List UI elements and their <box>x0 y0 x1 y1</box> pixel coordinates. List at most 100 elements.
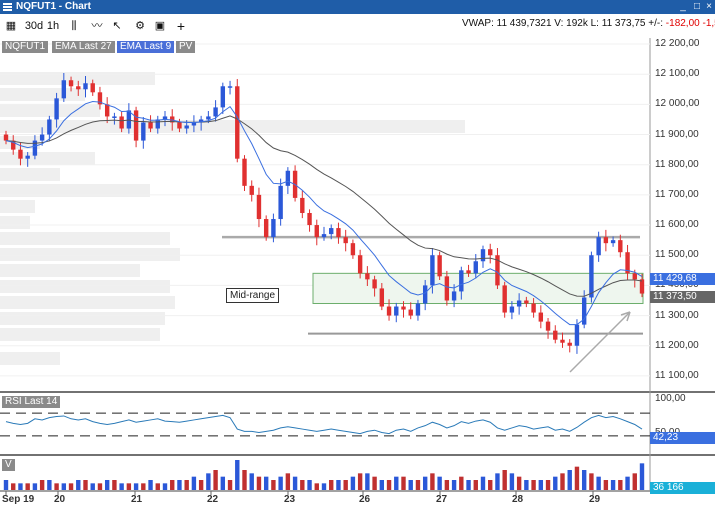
time-axis-label: 29 <box>589 494 601 505</box>
candle-body <box>567 342 572 346</box>
close-icon[interactable]: × <box>706 1 712 12</box>
candle-body <box>25 155 30 159</box>
volume-bar <box>3 480 9 490</box>
volume-bar <box>227 480 233 490</box>
minimize-icon[interactable]: _ <box>680 1 686 12</box>
gear-icon[interactable]: ⚙ <box>135 20 145 32</box>
candle-body <box>47 119 52 135</box>
candle-body <box>415 303 421 316</box>
legend-symbol[interactable]: NQFUT1 <box>2 41 48 53</box>
price-axis-label: 11 600,00 <box>655 219 699 231</box>
candle-body <box>206 116 211 120</box>
volume-profile-bar <box>0 352 60 365</box>
candle-body <box>68 80 74 87</box>
grip-icon[interactable] <box>3 3 12 11</box>
volume-bar <box>531 480 536 490</box>
candle-body <box>54 98 59 120</box>
volume-bar <box>336 480 341 490</box>
add-icon[interactable]: + <box>176 18 186 34</box>
candle-body <box>191 122 197 126</box>
candle-body <box>170 116 175 123</box>
candlestick-icon[interactable]: ⫼ <box>71 20 77 32</box>
candle-body <box>198 119 204 123</box>
period-30d-button[interactable]: 30d <box>24 20 44 32</box>
time-axis-label: 23 <box>284 494 296 505</box>
volume-bar <box>18 483 23 490</box>
volume-bar <box>394 476 399 490</box>
volume-bar <box>386 480 392 490</box>
rsi-label[interactable]: RSI Last 14 <box>2 396 61 408</box>
volume-bar <box>198 480 204 490</box>
candle-body <box>574 324 580 346</box>
change-value: -182,00 <box>665 18 700 29</box>
volume-bar <box>372 476 377 490</box>
candle-body <box>488 249 493 256</box>
price-axis-label: 11 200,00 <box>655 339 699 351</box>
legend-ema27[interactable]: EMA Last 27 <box>52 41 115 53</box>
change-prefix: +/-: <box>648 18 664 29</box>
volume-bar <box>422 476 428 490</box>
volume-bar <box>184 480 189 490</box>
window-title: NQFUT1 - Chart <box>16 1 91 12</box>
candle-body <box>394 306 399 316</box>
candle-body <box>235 86 240 159</box>
candle-body <box>560 339 565 343</box>
volume-bar <box>83 480 88 490</box>
candle-body <box>90 83 95 93</box>
interval-1h-button[interactable]: 1h <box>46 20 60 32</box>
candle-body <box>39 134 45 141</box>
maximize-icon[interactable]: □ <box>693 1 701 12</box>
volume-profile-bar <box>0 264 140 277</box>
trend-arrow-head <box>620 311 631 322</box>
indicators-icon[interactable]: 〰 <box>91 20 103 32</box>
candle-body <box>213 107 218 117</box>
cursor-icon[interactable]: ↖ <box>112 20 122 32</box>
volume-profile-bar <box>0 72 155 85</box>
last-price-badge: 11 373,50 <box>650 291 715 303</box>
price-info-line: VWAP: 11 439,7321 V: 192k L: 11 373,75 +… <box>462 18 715 29</box>
grid-layout-icon[interactable]: ▦ <box>5 20 17 32</box>
legend-ema9[interactable]: EMA Last 9 <box>117 41 175 53</box>
volume-bar <box>610 480 616 490</box>
volume-bar <box>119 483 124 490</box>
volume-bar <box>516 476 522 490</box>
volume-profile-bar <box>0 168 60 181</box>
volume-bar <box>141 483 146 490</box>
volume-label[interactable]: V <box>2 459 15 471</box>
volume-bar <box>314 483 319 490</box>
midrange-annotation[interactable]: Mid-range <box>226 288 280 303</box>
volume-bar <box>408 480 413 490</box>
time-axis-label: 21 <box>131 494 143 505</box>
save-icon[interactable]: ▣ <box>154 20 166 32</box>
volume-value: V: 192k <box>554 18 588 29</box>
volume-bar <box>271 480 276 490</box>
candle-body <box>603 237 609 244</box>
candle-body <box>451 291 457 301</box>
volume-profile-bar <box>0 200 35 213</box>
candle-body <box>625 252 630 274</box>
volume-profile-bar <box>0 280 170 293</box>
candle-body <box>126 110 132 129</box>
volume-profile-bar <box>0 248 180 261</box>
candle-body <box>32 140 38 156</box>
volume-bar <box>177 480 182 490</box>
volume-bar <box>213 470 218 490</box>
volume-bar <box>112 480 117 490</box>
volume-bar <box>343 480 348 490</box>
legend-pv[interactable]: PV <box>176 41 196 53</box>
candle-body <box>365 273 370 280</box>
candle-body <box>133 110 139 141</box>
volume-bar <box>560 473 565 490</box>
time-axis-label: 20 <box>54 494 66 505</box>
volume-bar <box>553 476 558 490</box>
volume-profile-bar <box>0 328 160 341</box>
candle-body <box>401 306 406 310</box>
candle-body <box>379 288 385 307</box>
volume-bar <box>148 480 153 490</box>
volume-bar <box>618 480 623 490</box>
volume-bar <box>256 476 262 490</box>
candle-body <box>76 86 81 90</box>
candle-body <box>177 122 182 129</box>
candle-body <box>184 125 189 129</box>
